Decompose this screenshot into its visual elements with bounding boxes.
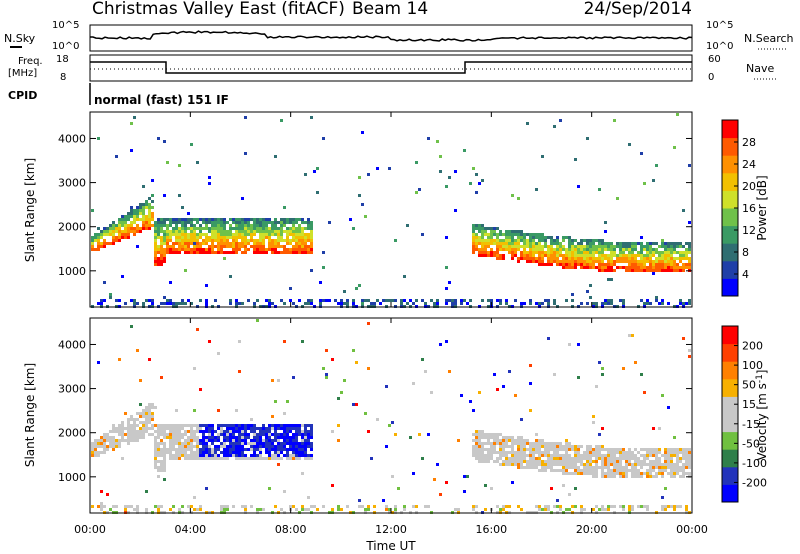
y-tick-label: 1000	[58, 471, 86, 484]
y-tick-label: 4000	[58, 132, 86, 145]
velocity-panel: 1000 2000 3000 4000 Slant Range [km]	[23, 317, 693, 514]
y-tick-label: 4000	[58, 338, 86, 351]
power-panel: 1000 2000 3000 4000 Slant Range [km]	[23, 111, 693, 308]
noise-panel: N.Sky 10^5 10^0 10^5 10^0 N.Search	[4, 20, 794, 52]
freq-tick-low: 8	[60, 72, 66, 83]
colorbar-tick-label: -15	[742, 418, 760, 431]
cpid-label: CPID	[8, 89, 37, 102]
colorbar-tick-label: 24	[742, 158, 756, 171]
noise-tick-left-high: 10^5	[52, 20, 79, 31]
noise-sky-series	[90, 30, 693, 42]
y-tick-label: 2000	[58, 427, 86, 440]
x-tick-label: 08:00	[275, 523, 307, 536]
colorbar-tick-label: 20	[742, 180, 756, 193]
x-tick-label: 20:00	[576, 523, 608, 536]
figure-title: Christmas Valley East (fitACF)	[92, 0, 345, 19]
y-tick-label: 3000	[58, 177, 86, 190]
freq-series	[90, 61, 692, 74]
y-tick-label: 2000	[58, 221, 86, 234]
velocity-scatter	[91, 319, 691, 514]
time-x-axis: 00:00 04:00 08:00 12:00 16:00 20:00 00:00	[74, 112, 708, 536]
power-scatter	[91, 113, 691, 308]
colorbar-tick-label: 8	[742, 246, 749, 259]
noise-tick-right-low: 10^0	[706, 41, 733, 52]
cpid-text: normal (fast) 151 IF	[94, 93, 229, 107]
y-tick-label: 3000	[58, 383, 86, 396]
noise-tick-right-high: 10^5	[706, 20, 733, 31]
freq-tick-high: 18	[56, 54, 69, 65]
x-tick-label: 12:00	[375, 523, 407, 536]
power-colorbar: 4 8 12 16 20 24 28 Power [dB]	[721, 119, 769, 297]
power-plot-frame	[89, 111, 693, 308]
velocity-colorbar: -200 -100 -50 -15 15 50 100 200 Velocity [m s-1…	[721, 325, 769, 503]
power-ylabel: Slant Range [km]	[23, 158, 37, 262]
freq-panel: Freq. [MHz] 18 8 60 0 Nave	[8, 54, 776, 83]
nave-label: Nave	[746, 62, 774, 75]
colorbar-tick-label: 50	[742, 379, 756, 392]
colorbar-tick-label: 200	[742, 340, 763, 353]
x-tick-label: 16:00	[475, 523, 507, 536]
velocity-colorbar-label: Velocity [m s-1]	[755, 370, 769, 461]
freq-label: Freq.	[18, 56, 43, 67]
nave-tick-low: 0	[708, 72, 714, 83]
colorbar-tick-label: 12	[742, 224, 756, 237]
colorbar-tick-label: 4	[742, 268, 749, 281]
power-colorbar-label: Power [dB]	[755, 175, 769, 240]
power-y-axis: 1000 2000 3000 4000	[58, 132, 692, 278]
velocity-plot-frame	[89, 317, 693, 514]
velocity-y-axis: 1000 2000 3000 4000	[58, 338, 692, 484]
y-tick-label: 1000	[58, 265, 86, 278]
noise-tick-left-low: 10^0	[52, 41, 79, 52]
colorbar-tick-label: -50	[742, 437, 760, 450]
x-axis-label: Time UT	[365, 539, 416, 553]
colorbar-tick-label: 15	[742, 398, 756, 411]
colorbar-tick-label: 28	[742, 136, 756, 149]
x-tick-label: 04:00	[174, 523, 206, 536]
colorbar-tick-label: 16	[742, 202, 756, 215]
velocity-ylabel: Slant Range [km]	[23, 363, 37, 467]
noise-sky-label: N.Sky	[4, 32, 36, 45]
beam-label: Beam 14	[352, 0, 428, 19]
colorbar-tick-label: -100	[742, 457, 767, 470]
colorbar-tick-label: -200	[742, 476, 767, 489]
colorbar-tick-label: 100	[742, 359, 763, 372]
date-label: 24/Sep/2014	[584, 0, 692, 19]
freq-unit-label: [MHz]	[8, 68, 37, 79]
nave-tick-high: 60	[708, 54, 721, 65]
x-tick-label: 00:00	[676, 523, 708, 536]
noise-search-label: N.Search	[744, 32, 794, 45]
x-tick-label: 00:00	[74, 523, 106, 536]
